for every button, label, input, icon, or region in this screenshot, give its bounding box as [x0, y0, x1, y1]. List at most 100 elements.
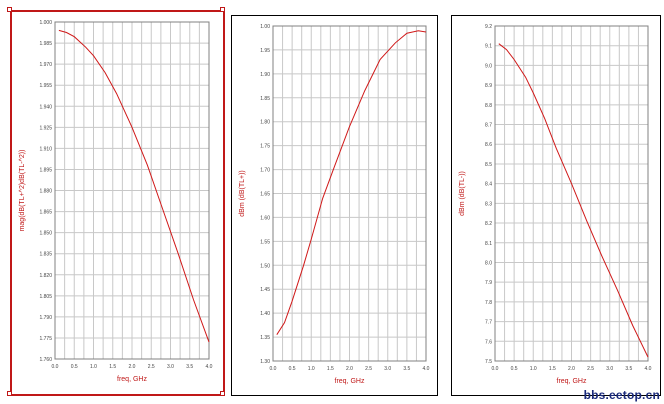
y-tick-label: 1.45	[260, 287, 270, 293]
y-tick-label: 1.820	[39, 273, 52, 279]
y-tick-label: 7.9	[485, 280, 492, 286]
y-tick-label: 7.6	[485, 339, 492, 345]
plot-frame	[494, 25, 649, 362]
x-tick-label: 1.0	[530, 366, 537, 372]
chart-grid	[494, 25, 649, 362]
x-tick-label: 2.5	[148, 364, 155, 370]
y-tick-label: 1.90	[260, 72, 270, 78]
y-tick-label: 1.760	[39, 357, 52, 363]
x-tick-label: 4.0	[206, 364, 213, 370]
x-tick-label: 2.0	[346, 366, 353, 372]
y-tick-label: 1.60	[260, 215, 270, 221]
chart-grid	[272, 25, 427, 362]
x-tick-label: 2.0	[129, 364, 136, 370]
y-tick-label: 1.910	[39, 146, 52, 152]
y-tick-label: 1.805	[39, 294, 52, 300]
x-tick-label: 0.0	[492, 366, 499, 372]
y-tick-label: 1.865	[39, 210, 52, 216]
x-tick-label: 0.5	[289, 366, 296, 372]
y-tick-label: 9.1	[485, 44, 492, 50]
selection-handle-top-right[interactable]	[220, 7, 225, 12]
x-tick-label: 1.5	[327, 366, 334, 372]
watermark-text: bbs.eetop.cn	[583, 388, 660, 402]
chart-1-svg: 0.0 0.5 1.0 1.5 2.0 2.5 3.0 3.5 4.0 1.000 1.985 1.9…	[19, 20, 213, 383]
y-tick-label: 1.95	[260, 48, 270, 54]
selection-handle-bottom-right[interactable]	[220, 391, 225, 396]
x-tick-label: 1.5	[109, 364, 116, 370]
y-tick-label: 1.895	[39, 167, 52, 173]
y-tick-label: 1.970	[39, 62, 52, 68]
x-tick-label: 3.0	[167, 364, 174, 370]
y-tick-label: 1.80	[260, 120, 270, 126]
y-tick-label: 1.30	[260, 359, 270, 365]
x-axis-label: freq, GHz	[557, 378, 587, 385]
y-tick-label: 8.7	[485, 123, 492, 129]
y-tick-label: 8.8	[485, 103, 492, 109]
y-tick-label: 1.955	[39, 83, 52, 89]
y-tick-label: 8.5	[485, 162, 492, 168]
x-tick-label: 0.5	[71, 364, 78, 370]
y-tick-label: 8.3	[485, 201, 492, 207]
x-tick-label: 3.5	[625, 366, 632, 372]
x-tick-label: 4.0	[645, 366, 652, 372]
selection-handle-bottom-left[interactable]	[7, 391, 12, 396]
y-tick-label: 1.75	[260, 144, 270, 150]
x-tick-label: 0.0	[52, 364, 59, 370]
y-axis-label: dBm (dB(TL-))	[459, 171, 466, 216]
y-tick-label: 1.40	[260, 311, 270, 317]
y-tick-label: 1.835	[39, 252, 52, 258]
y-tick-label: 1.55	[260, 239, 270, 245]
chart-panel-1[interactable]: 0.0 0.5 1.0 1.5 2.0 2.5 3.0 3.5 4.0 1.000 1.985 1.9…	[10, 10, 225, 396]
chart-grid	[54, 21, 210, 360]
y-tick-label: 1.985	[39, 41, 52, 47]
y-tick-label: 1.70	[260, 168, 270, 174]
x-tick-label: 2.5	[587, 366, 594, 372]
y-tick-label: 1.000	[39, 20, 52, 26]
selection-handle-top-left[interactable]	[7, 7, 12, 12]
y-tick-label: 1.775	[39, 336, 52, 342]
y-tick-label: 8.2	[485, 221, 492, 227]
plot-frame	[272, 25, 427, 362]
y-tick-label: 1.790	[39, 315, 52, 321]
y-tick-label: 7.7	[485, 320, 492, 326]
x-tick-label: 2.5	[365, 366, 372, 372]
x-tick-label: 1.5	[549, 366, 556, 372]
y-tick-label: 1.850	[39, 231, 52, 237]
x-axis-label: freq, GHz	[117, 376, 147, 383]
y-tick-label: 1.00	[260, 24, 270, 30]
x-tick-label: 0.5	[511, 366, 518, 372]
y-tick-label: 7.5	[485, 359, 492, 365]
series-line	[58, 29, 210, 343]
y-tick-label: 1.35	[260, 335, 270, 341]
y-tick-label: 1.85	[260, 96, 270, 102]
x-tick-label: 3.5	[403, 366, 410, 372]
chart-panel-3[interactable]: 0.0 0.5 1.0 1.5 2.0 2.5 3.0 3.5 4.0 9.2 9.1 9.0 8.9 8…	[451, 15, 661, 396]
y-axis-label: dBm (dB(TL+))	[239, 170, 246, 216]
y-tick-label: 1.925	[39, 125, 52, 131]
y-tick-label: 1.65	[260, 192, 270, 198]
y-tick-label: 1.880	[39, 189, 52, 195]
y-axis-label: mag(dB(TL+^2)dB(TL-^2))	[19, 150, 26, 232]
y-tick-label: 8.6	[485, 142, 492, 148]
series-line	[498, 43, 649, 358]
x-tick-label: 3.0	[384, 366, 391, 372]
y-tick-label: 8.4	[485, 182, 492, 188]
plot-frame	[54, 21, 210, 360]
x-tick-label: 3.5	[186, 364, 193, 370]
series-line	[276, 30, 427, 335]
x-tick-label: 2.0	[568, 366, 575, 372]
chart-3-svg: 0.0 0.5 1.0 1.5 2.0 2.5 3.0 3.5 4.0 9.2 9.1 9.0 8.9 8…	[459, 24, 652, 385]
y-tick-label: 8.0	[485, 260, 492, 266]
x-tick-label: 0.0	[270, 366, 277, 372]
y-tick-label: 9.2	[485, 24, 492, 30]
y-tick-label: 9.0	[485, 63, 492, 69]
x-axis-label: freq, GHz	[335, 378, 365, 385]
x-tick-label: 3.0	[606, 366, 613, 372]
chart-panel-2[interactable]: 0.0 0.5 1.0 1.5 2.0 2.5 3.0 3.5 4.0 1.00 1.95 1.90 1…	[231, 15, 438, 396]
y-tick-label: 1.50	[260, 263, 270, 269]
chart-2-svg: 0.0 0.5 1.0 1.5 2.0 2.5 3.0 3.5 4.0 1.00 1.95 1.90 1…	[239, 24, 430, 385]
x-tick-label: 1.0	[308, 366, 315, 372]
x-tick-label: 4.0	[423, 366, 430, 372]
y-tick-label: 8.9	[485, 83, 492, 89]
y-tick-label: 7.8	[485, 300, 492, 306]
